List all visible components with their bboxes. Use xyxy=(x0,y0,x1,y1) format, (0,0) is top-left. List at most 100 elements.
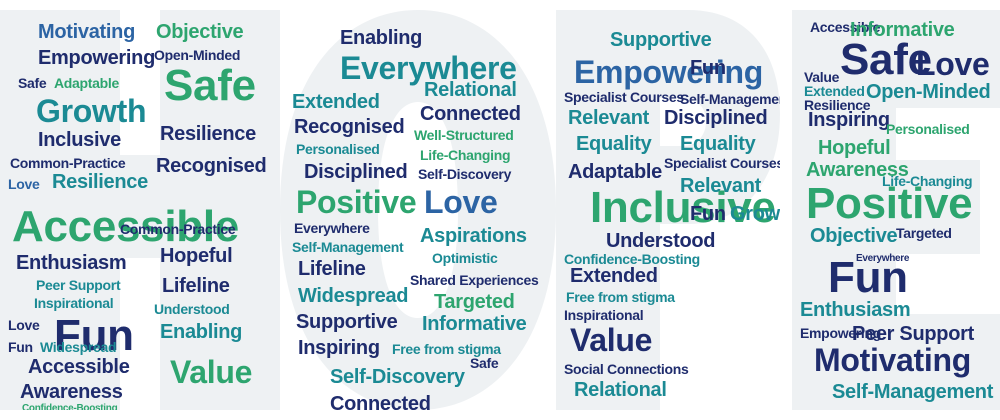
letter-e-words: Accessible Informative Safe Love Value Extend… xyxy=(792,10,1000,410)
p-word-5: Equality xyxy=(576,133,652,155)
h-word-11: Enthusiasm xyxy=(16,252,127,274)
o-word-6: Disciplined xyxy=(304,161,408,183)
e-word-8: Open-Minded xyxy=(866,81,991,103)
p-word-16: Fun xyxy=(690,57,726,79)
e-word-7: Resilience xyxy=(804,97,871,113)
e-word-3: Safe xyxy=(840,35,932,84)
e-word-23: Self-Management xyxy=(832,381,994,403)
h-word-12: Peer Support xyxy=(36,277,121,293)
p-word-8: Understood xyxy=(606,230,716,252)
e-word-21: Empowering xyxy=(800,325,882,341)
h-word-27: Hopeful xyxy=(160,245,233,267)
h-word-10: Accessible xyxy=(12,202,239,251)
p-word-21: Relevant xyxy=(680,175,761,197)
o-word-26: Informative xyxy=(422,313,527,335)
p-word-19: Equality xyxy=(680,133,756,155)
e-word-6: Extended xyxy=(804,83,865,99)
p-word-14: Social Connections xyxy=(564,361,689,377)
e-word-14: Positive xyxy=(806,179,973,228)
p-word-18: Disciplined xyxy=(664,107,768,129)
p-word-3: Specialist Courses xyxy=(564,89,684,105)
h-word-2: Empowering xyxy=(38,47,156,69)
o-word-19: Life-Changing xyxy=(420,147,511,163)
e-word-18: Fun xyxy=(828,253,908,302)
e-word-22: Motivating xyxy=(814,342,971,378)
e-word-2: Informative xyxy=(850,19,955,41)
e-word-1: Accessible xyxy=(810,19,881,35)
h-word-14: Fun xyxy=(54,311,134,360)
p-word-1: Supportive xyxy=(610,29,712,51)
letter-o: Enabling Everywhere Extended Recognised Pers… xyxy=(280,10,556,410)
o-word-7: Positive xyxy=(296,184,417,220)
letter-h: Motivating Empowering Safe Adaptable Growth I… xyxy=(0,10,280,410)
letter-e-shape xyxy=(792,10,1000,410)
h-word-1: Motivating xyxy=(38,21,135,43)
h-word-6: Inclusive xyxy=(38,129,121,151)
h-word-9: Resilience xyxy=(52,171,148,193)
o-word-9: Self-Management xyxy=(292,239,404,255)
e-word-20: Peer Support xyxy=(852,323,974,345)
p-word-15: Relational xyxy=(574,379,667,401)
o-word-17: Connected xyxy=(420,103,521,125)
h-word-3: Safe xyxy=(18,75,47,91)
o-word-28: Safe xyxy=(470,355,499,371)
h-word-20: Confidence-Boosting xyxy=(22,403,118,411)
h-word-13: Inspirational xyxy=(34,295,114,311)
h-word-31: Value xyxy=(170,354,253,390)
p-word-10: Extended xyxy=(570,265,658,287)
e-word-11: Hopeful xyxy=(818,137,891,159)
h-word-17: Widespread xyxy=(40,339,117,355)
h-word-8: Love xyxy=(8,176,40,192)
p-word-11: Free from stigma xyxy=(566,289,675,305)
h-word-23: Safe xyxy=(164,61,256,110)
e-word-13: Life-Changing xyxy=(882,173,973,189)
h-word-18: Accessible xyxy=(28,356,130,378)
h-word-4: Adaptable xyxy=(54,75,119,91)
letter-p-words: Supportive Empowering Specialist Courses Re… xyxy=(556,10,780,410)
h-word-22: Open-Minded xyxy=(154,47,241,63)
p-word-12: Inspirational xyxy=(564,307,644,323)
o-word-14: Self-Discovery xyxy=(330,366,465,388)
o-word-12: Supportive xyxy=(296,311,398,333)
h-word-26: Common-Practice xyxy=(120,221,236,237)
p-word-9: Confidence-Boosting xyxy=(564,251,700,267)
e-word-17: Everywhere xyxy=(856,253,910,264)
o-word-25: Targeted xyxy=(434,291,515,313)
h-word-29: Understood xyxy=(154,301,230,317)
e-word-15: Objective xyxy=(810,225,898,247)
p-word-22: Fun xyxy=(690,203,726,225)
o-word-27: Free from stigma xyxy=(392,341,501,357)
o-word-16: Relational xyxy=(424,79,517,101)
o-word-10: Lifeline xyxy=(298,258,366,280)
h-word-16: Fun xyxy=(8,339,33,355)
p-word-7: Inclusive xyxy=(590,183,776,232)
letter-o-words: Enabling Everywhere Extended Recognised Pers… xyxy=(280,10,556,410)
o-word-2: Everywhere xyxy=(340,50,517,86)
e-word-16: Targeted xyxy=(896,225,952,241)
p-word-4: Relevant xyxy=(568,107,649,129)
letter-p: Supportive Empowering Specialist Courses Re… xyxy=(556,10,780,410)
letter-o-shape xyxy=(280,10,556,410)
letter-e: Accessible Informative Safe Love Value Extend… xyxy=(792,10,1000,410)
o-word-21: Love xyxy=(424,184,498,220)
p-word-20: Specialist Courses xyxy=(664,155,780,171)
o-word-24: Shared Experiences xyxy=(410,272,539,288)
o-word-22: Aspirations xyxy=(420,225,527,247)
h-word-7: Common-Practice xyxy=(10,155,126,171)
o-word-8: Everywhere xyxy=(294,220,370,236)
o-word-23: Optimistic xyxy=(432,250,498,266)
e-word-5: Value xyxy=(804,69,840,85)
e-word-10: Personalised xyxy=(886,121,970,137)
p-word-6: Adaptable xyxy=(568,161,662,183)
o-word-15: Connected xyxy=(330,393,431,410)
o-word-18: Well-Structured xyxy=(414,127,514,143)
h-word-21: Objective xyxy=(156,21,244,43)
p-word-2: Empowering xyxy=(574,54,764,90)
o-word-13: Inspiring xyxy=(298,337,380,359)
o-word-4: Recognised xyxy=(294,116,405,138)
e-word-9: Inspiring xyxy=(808,109,890,131)
h-word-19: Awareness xyxy=(20,381,123,403)
h-word-24: Resilience xyxy=(160,123,256,145)
p-word-23: Growth xyxy=(730,203,780,225)
letter-h-shape xyxy=(0,10,280,410)
